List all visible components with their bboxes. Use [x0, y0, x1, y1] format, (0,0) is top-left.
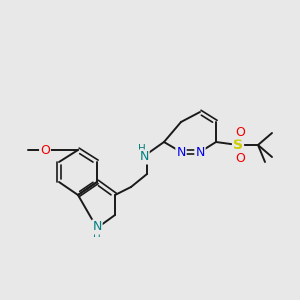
- Text: N: N: [92, 220, 102, 233]
- Text: S: S: [233, 138, 243, 152]
- Text: O: O: [40, 143, 50, 157]
- Text: N: N: [139, 151, 149, 164]
- Text: H: H: [138, 144, 146, 154]
- Text: O: O: [235, 152, 245, 164]
- Text: N: N: [195, 146, 205, 158]
- Text: O: O: [235, 125, 245, 139]
- Text: N: N: [176, 146, 186, 158]
- Text: H: H: [93, 229, 101, 239]
